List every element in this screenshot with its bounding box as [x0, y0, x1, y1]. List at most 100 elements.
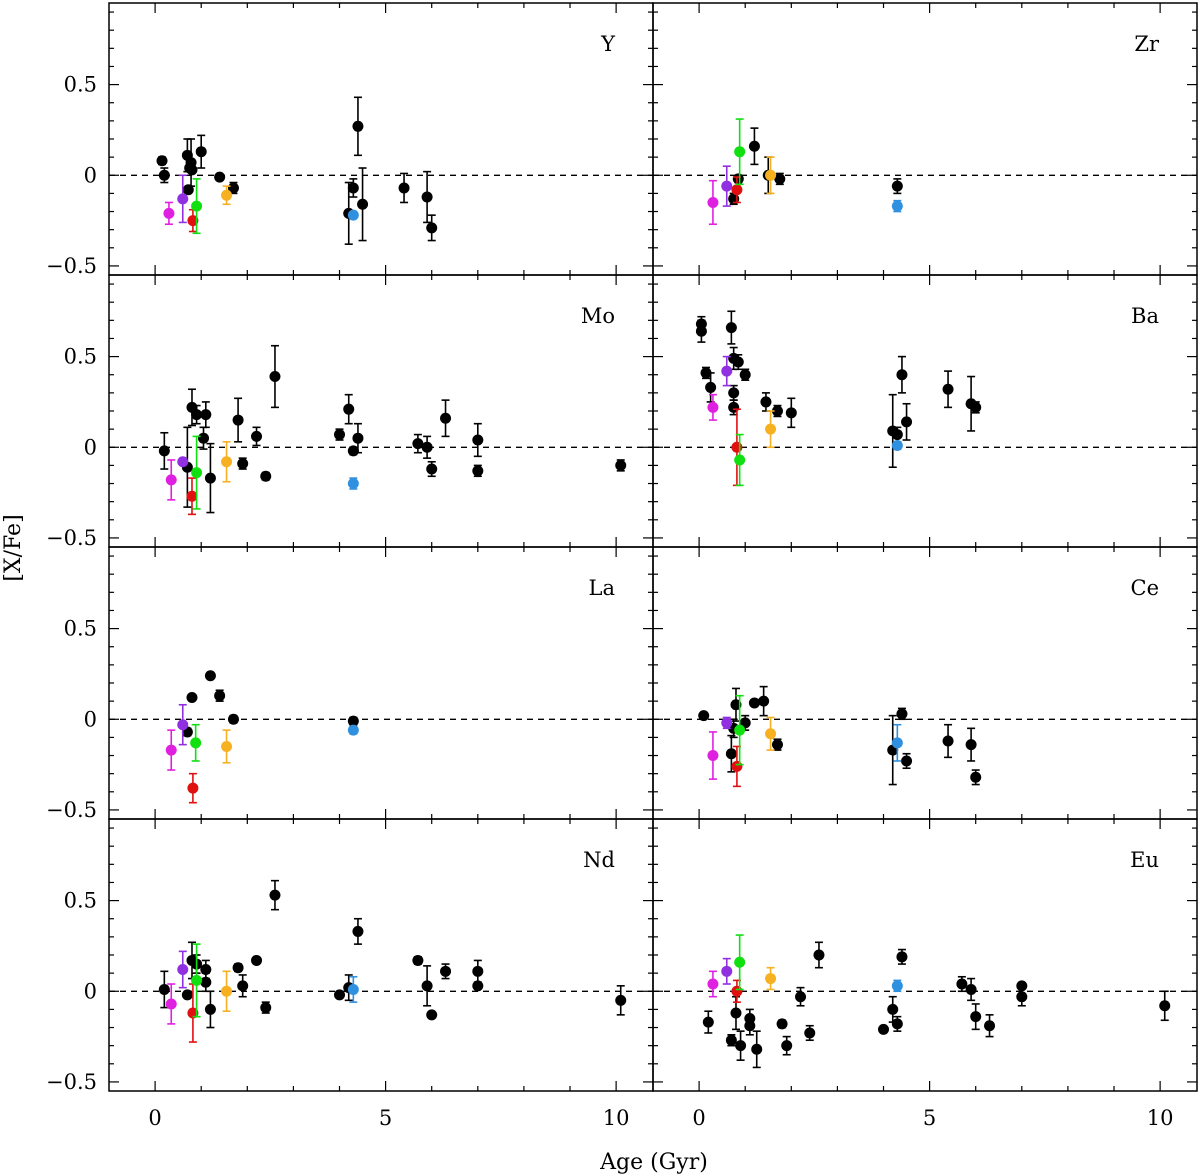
data-point: [177, 703, 189, 746]
y-tick-label: 0.5: [64, 889, 97, 913]
data-marker: [891, 737, 903, 749]
data-marker: [187, 215, 199, 227]
data-marker: [901, 755, 913, 767]
data-point: [237, 457, 249, 470]
data-point: [412, 433, 424, 454]
data-marker: [221, 740, 233, 752]
data-point: [472, 959, 484, 984]
data-marker: [182, 184, 194, 196]
data-point: [163, 201, 175, 226]
data-point: [765, 156, 777, 195]
data-point: [357, 167, 369, 242]
data-point: [891, 979, 903, 993]
data-marker: [765, 973, 777, 985]
panels: 0.5 0 −0.5 Y Zr 0.5 0 −0.5 Mo Ba 0.5 0 −0.5 La Ce 0.5 0 −…: [46, 2, 1198, 1130]
data-marker: [758, 695, 770, 707]
data-marker: [165, 744, 177, 756]
data-point: [421, 170, 433, 224]
data-point: [334, 989, 346, 1001]
data-point: [748, 127, 760, 166]
data-point: [760, 392, 772, 412]
y-tick-label: 0.5: [64, 617, 97, 641]
data-point: [734, 934, 746, 991]
data-point: [421, 965, 433, 1007]
data-point: [347, 178, 359, 198]
data-point: [191, 178, 203, 235]
panel-zr: Zr: [652, 2, 1198, 276]
panel-label-ce: Ce: [1131, 576, 1160, 600]
data-marker: [187, 1007, 199, 1019]
panel-frame: [652, 818, 1198, 1092]
data-point: [765, 716, 777, 751]
data-point: [781, 1035, 793, 1056]
panel-mo: 0.5 0 −0.5 Mo: [46, 274, 654, 550]
data-point: [251, 426, 263, 447]
data-point: [440, 399, 452, 438]
data-marker: [186, 490, 198, 502]
data-marker: [970, 401, 982, 413]
data-marker: [426, 222, 438, 234]
panel-y: 0.5 0 −0.5 Y: [46, 2, 654, 278]
data-marker: [725, 1034, 737, 1046]
data-marker: [221, 985, 233, 997]
data-point: [181, 989, 193, 1001]
data-point: [725, 310, 737, 345]
panel-ba: Ba: [652, 274, 1198, 548]
data-point: [891, 1015, 903, 1032]
data-point: [177, 456, 189, 468]
data-point: [472, 464, 484, 478]
data-marker: [421, 980, 433, 992]
data-marker: [200, 409, 212, 421]
data-marker: [163, 207, 175, 219]
data-point: [721, 957, 733, 985]
data-point: [702, 1010, 714, 1034]
data-marker: [896, 708, 908, 720]
data-point: [1159, 990, 1171, 1022]
data-marker: [158, 983, 170, 995]
data-marker: [260, 470, 272, 482]
data-point: [195, 134, 207, 169]
data-point: [965, 977, 977, 1002]
data-marker: [343, 403, 355, 415]
data-point: [785, 397, 797, 429]
data-marker: [177, 719, 189, 731]
data-point: [878, 1023, 890, 1035]
data-point: [970, 769, 982, 786]
y-tick-label: −0.5: [46, 526, 97, 550]
data-marker: [695, 325, 707, 337]
y-tick-label: 0: [84, 435, 97, 459]
data-point: [804, 1024, 816, 1042]
data-point: [269, 879, 281, 911]
data-marker: [191, 409, 203, 421]
data-point: [186, 477, 198, 516]
data-point: [232, 962, 244, 974]
data-marker: [347, 209, 359, 221]
data-point: [970, 1003, 982, 1031]
data-point: [891, 178, 903, 195]
data-marker: [357, 198, 369, 210]
data-marker: [421, 441, 433, 453]
data-marker: [615, 459, 627, 471]
data-point: [352, 96, 364, 157]
data-marker: [347, 715, 359, 727]
data-marker: [204, 472, 216, 484]
data-point: [813, 941, 825, 969]
data-marker: [237, 980, 249, 992]
data-point: [343, 393, 355, 425]
data-marker: [472, 980, 484, 992]
data-point: [191, 435, 203, 510]
data-point: [984, 1014, 996, 1038]
y-tick-label: −0.5: [46, 254, 97, 278]
y-tick-label: 0: [84, 707, 97, 731]
data-marker: [191, 467, 203, 479]
data-point: [970, 401, 982, 414]
data-marker: [707, 978, 719, 990]
data-point: [744, 1008, 756, 1029]
data-marker: [698, 710, 710, 722]
data-marker: [731, 184, 743, 196]
data-point: [707, 970, 719, 998]
data-point: [758, 685, 770, 717]
data-marker: [781, 1040, 793, 1052]
data-point: [221, 970, 233, 1013]
panel-frame: [108, 546, 654, 820]
